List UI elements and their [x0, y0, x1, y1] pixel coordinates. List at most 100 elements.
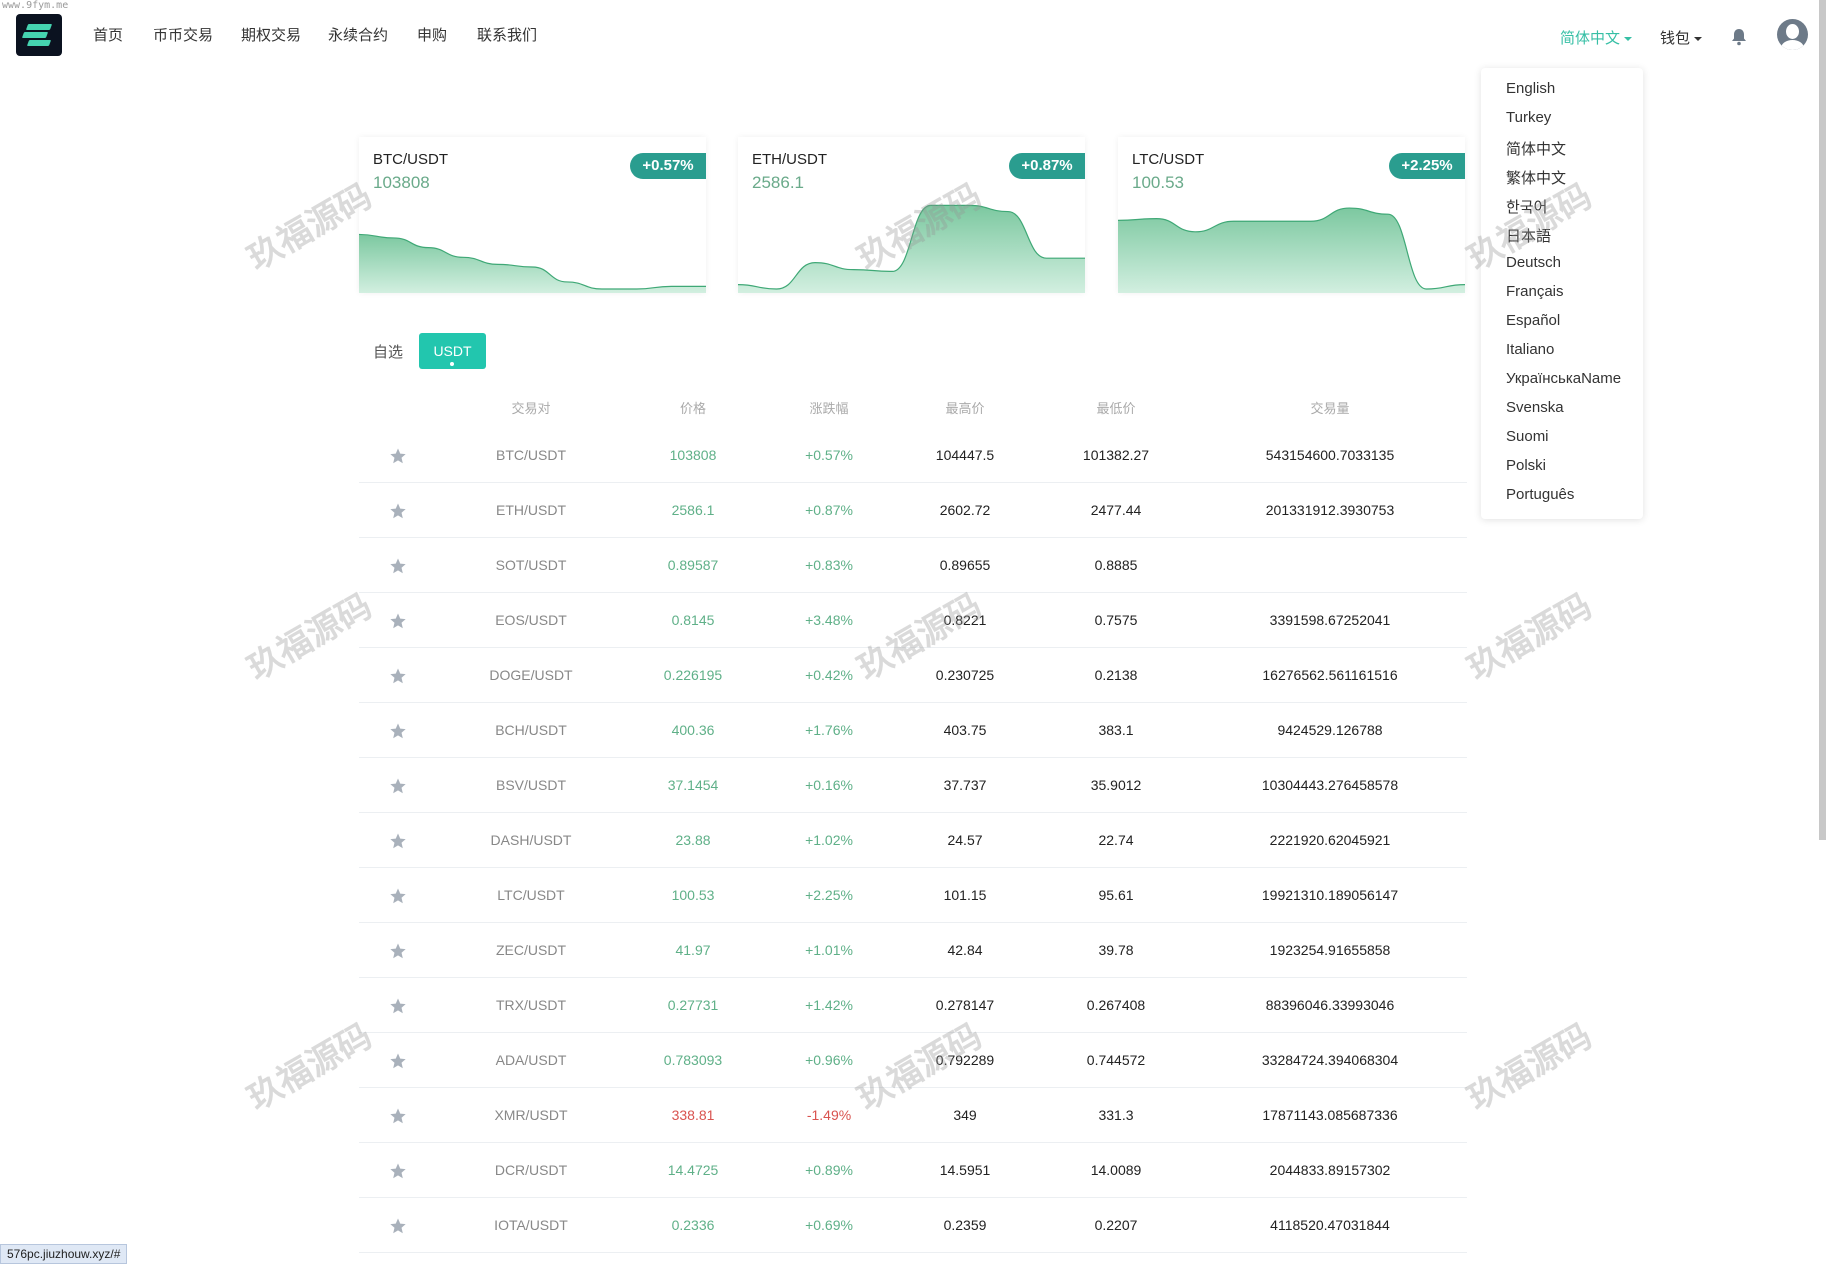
table-row[interactable]: DASH/USDT 23.88 +1.02% 24.57 22.74 2221920.62… [359, 813, 1467, 868]
table-row[interactable]: LTC/USDT 100.53 +2.25% 101.15 95.61 19921310.… [359, 868, 1467, 923]
wallet-menu[interactable]: 钱包 [1660, 27, 1703, 48]
table-row[interactable]: SOT/USDT 0.89587 +0.83% 0.89655 0.8885 [359, 538, 1467, 593]
cell-vol: 9424529.126788 [1277, 722, 1383, 738]
table-row[interactable]: BCH/USDT 400.36 +1.76% 403.75 383.1 9424529.1… [359, 703, 1467, 758]
cell-change: +1.42% [805, 997, 853, 1013]
star-icon[interactable] [389, 667, 407, 685]
cell-price: 0.783093 [663, 1052, 723, 1068]
table-row[interactable]: IOTA/USDT 0.2336 +0.69% 0.2359 0.2207 4118520… [359, 1198, 1467, 1253]
cell-price: 0.226195 [663, 667, 723, 683]
language-option[interactable]: Suomi [1506, 428, 1549, 445]
table-row[interactable]: DCR/USDT 14.4725 +0.89% 14.5951 14.0089 20448… [359, 1143, 1467, 1198]
language-option[interactable]: 한국어 [1506, 199, 1548, 216]
table-row[interactable]: TRX/USDT 0.27731 +1.42% 0.278147 0.267408 883… [359, 978, 1467, 1033]
nav-item-5[interactable]: 联系我们 [477, 27, 538, 44]
star-icon[interactable] [389, 887, 407, 905]
avatar[interactable] [1777, 19, 1808, 50]
table-row[interactable]: ZEC/USDT 41.97 +1.01% 42.84 39.78 1923254.916… [359, 923, 1467, 978]
sparkline-chart [738, 204, 1085, 293]
cell-high: 42.84 [947, 942, 983, 958]
star-icon[interactable] [389, 1107, 407, 1125]
language-option[interactable]: Italiano [1506, 341, 1555, 358]
cell-vol: 33284724.394068304 [1261, 1052, 1399, 1068]
language-option[interactable]: УкраїнськаName [1506, 370, 1622, 387]
cell-change: +0.42% [805, 667, 853, 683]
tab-usdt[interactable]: USDT [419, 333, 486, 369]
nav-item-3[interactable]: 永续合约 [328, 27, 389, 44]
cell-price: 0.27731 [667, 997, 719, 1013]
star-icon[interactable] [389, 447, 407, 465]
table-row[interactable]: DOGE/USDT 0.226195 +0.42% 0.230725 0.2138 162… [359, 648, 1467, 703]
card-pair: BTC/USDT [373, 151, 448, 168]
cell-high: 24.57 [947, 832, 983, 848]
scrollbar[interactable] [1819, 0, 1826, 840]
table-row[interactable]: ETH/USDT 2586.1 +0.87% 2602.72 2477.44 201331… [359, 483, 1467, 538]
cell-price: 400.36 [671, 722, 715, 738]
cell-vol: 4118520.47031844 [1270, 1217, 1390, 1233]
star-icon[interactable] [389, 997, 407, 1015]
star-icon[interactable] [389, 502, 407, 520]
language-option[interactable]: Português [1506, 486, 1575, 503]
table-row[interactable]: ADA/USDT 0.783093 +0.96% 0.792289 0.744572 33… [359, 1033, 1467, 1088]
cell-vol: 19921310.189056147 [1261, 887, 1399, 903]
nav-item-4[interactable]: 申购 [417, 27, 448, 44]
cell-change: +0.87% [805, 502, 853, 518]
table-row[interactable]: BTC/USDT 103808 +0.57% 104447.5 101382.27 543… [359, 428, 1467, 483]
language-option[interactable]: Polski [1506, 457, 1547, 474]
sparkline-area [359, 234, 706, 293]
tab-favorites[interactable]: 自选 [373, 344, 404, 361]
watermark: 玖福源码 [241, 177, 379, 278]
cell-change: +0.16% [805, 777, 853, 793]
language-option[interactable]: Deutsch [1506, 254, 1562, 271]
star-icon[interactable] [389, 1217, 407, 1235]
nav-item-0[interactable]: 首页 [93, 27, 124, 44]
watermark: 玖福源码 [241, 1017, 379, 1118]
market-card[interactable]: BTC/USDT 103808 +0.57% [359, 137, 706, 293]
cell-change: +1.01% [805, 942, 853, 958]
star-icon[interactable] [389, 1052, 407, 1070]
nav-item-1[interactable]: 币币交易 [153, 27, 214, 44]
cell-high: 14.5951 [939, 1162, 991, 1178]
caret-down-icon [1624, 37, 1633, 42]
language-option[interactable]: 简体中文 [1506, 141, 1567, 158]
star-icon[interactable] [389, 722, 407, 740]
sparkline-line [1118, 207, 1465, 290]
language-option[interactable]: 繁体中文 [1506, 170, 1567, 187]
language-option[interactable]: Français [1506, 283, 1564, 300]
sparkline-area [738, 205, 1085, 293]
cell-low: 383.1 [1098, 722, 1134, 738]
language-option[interactable]: Turkey [1506, 109, 1552, 126]
logo[interactable] [16, 14, 62, 56]
market-card[interactable]: LTC/USDT 100.53 +2.25% [1118, 137, 1465, 293]
cell-vol: 201331912.3930753 [1265, 502, 1395, 518]
column-header: 交易对 [511, 401, 551, 416]
bell-icon[interactable] [1731, 28, 1747, 46]
cell-high: 0.278147 [935, 997, 995, 1013]
nav-item-2[interactable]: 期权交易 [241, 27, 302, 44]
table-row[interactable]: EOS/USDT 0.8145 +3.48% 0.8221 0.7575 3391598.… [359, 593, 1467, 648]
star-icon[interactable] [389, 1162, 407, 1180]
language-option[interactable]: Español [1506, 312, 1561, 329]
star-icon[interactable] [389, 612, 407, 630]
star-icon[interactable] [389, 777, 407, 795]
table-row[interactable]: BSV/USDT 37.1454 +0.16% 37.737 35.9012 103044… [359, 758, 1467, 813]
language-selector[interactable]: 简体中文 [1560, 27, 1633, 48]
sparkline-line [359, 233, 706, 290]
cell-pair: DOGE/USDT [489, 667, 573, 683]
market-card[interactable]: ETH/USDT 2586.1 +0.87% [738, 137, 1085, 293]
language-option[interactable]: English [1506, 80, 1556, 97]
language-option[interactable]: Svenska [1506, 399, 1564, 416]
sparkline-chart [359, 233, 706, 293]
star-icon[interactable] [389, 832, 407, 850]
language-label: 简体中文 [1560, 30, 1621, 47]
cell-price: 14.4725 [667, 1162, 719, 1178]
cell-vol: 3391598.67252041 [1269, 612, 1391, 628]
table-row[interactable]: XMR/USDT 338.81 -1.49% 349 331.3 17871143.085… [359, 1088, 1467, 1143]
star-icon[interactable] [389, 942, 407, 960]
language-option[interactable]: 日本語 [1506, 228, 1552, 245]
cell-pair: ADA/USDT [495, 1052, 567, 1068]
star-icon[interactable] [389, 557, 407, 575]
cell-low: 0.2207 [1094, 1217, 1138, 1233]
cell-low: 22.74 [1098, 832, 1134, 848]
column-header: 交易量 [1310, 401, 1350, 416]
